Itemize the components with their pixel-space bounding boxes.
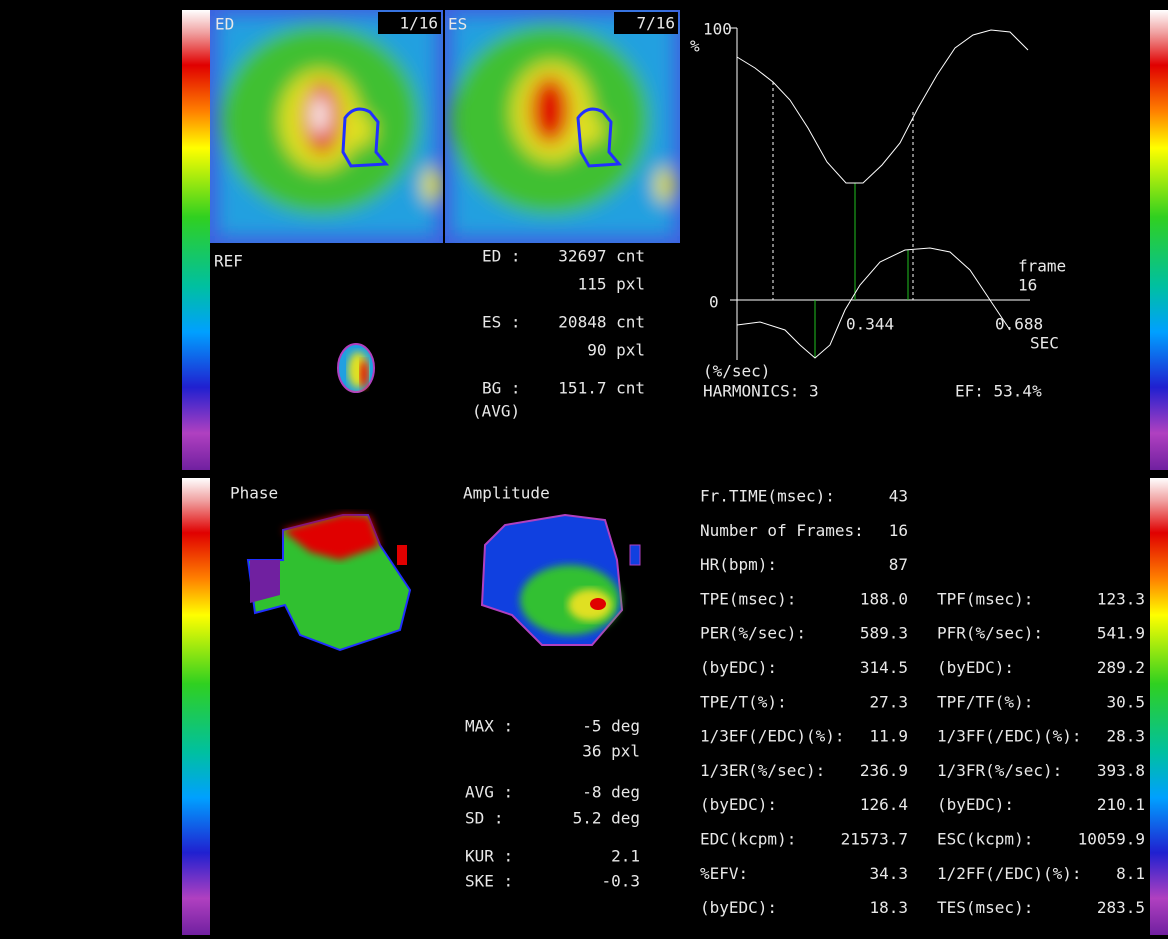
stat-label: BG :	[482, 379, 521, 398]
curve-plot	[730, 27, 1030, 360]
image-label: Amplitude	[463, 484, 550, 503]
es-image	[445, 10, 680, 243]
axis-label: 0.688	[995, 315, 1043, 334]
axis-unit: %	[690, 37, 700, 56]
param-value: 126.4	[860, 795, 908, 814]
stat-value: 2.1	[611, 847, 640, 866]
stat-label: AVG :	[465, 783, 513, 802]
stat-value: 5.2 deg	[573, 809, 640, 828]
param-value: 289.2	[1097, 658, 1145, 677]
param-value: 34.3	[869, 864, 908, 883]
param-label: TPE/T(%):	[700, 692, 787, 711]
stat-label: ED :	[482, 247, 521, 266]
frame-label: frame	[1018, 257, 1066, 276]
stat-label: MAX :	[465, 717, 513, 736]
axis-label: 0	[709, 293, 719, 312]
param-label: 1/3FR(%/sec):	[937, 761, 1062, 780]
param-value: 87	[889, 555, 908, 574]
stat-label: (AVG)	[472, 402, 520, 421]
param-value: 30.5	[1106, 692, 1145, 711]
param-label: 1/2FF(/EDC)(%):	[937, 864, 1082, 883]
param-label: PER(%/sec):	[700, 624, 806, 643]
param-label: ESC(kcpm):	[937, 830, 1033, 849]
param-value: 589.3	[860, 624, 908, 643]
stat-value: -5 deg	[582, 717, 640, 736]
param-value: 16	[889, 521, 908, 540]
param-value: 393.8	[1097, 761, 1145, 780]
param-label: %EFV:	[700, 864, 748, 883]
param-value: 188.0	[860, 589, 908, 608]
stat-value: -0.3	[601, 872, 640, 891]
frame-value: 16	[1018, 276, 1037, 295]
stat-value: 32697 cnt	[558, 247, 645, 266]
stat-value: 36 pxl	[582, 742, 640, 761]
image-label: ED	[215, 15, 234, 34]
stat-value: 151.7 cnt	[558, 379, 645, 398]
ef: EF: 53.4%	[955, 382, 1042, 401]
param-value: 10059.9	[1078, 830, 1145, 849]
axis-unit: (%/sec)	[703, 362, 770, 381]
param-label: PFR(%/sec):	[937, 624, 1043, 643]
stat-value: 115 pxl	[578, 275, 645, 294]
param-value: 27.3	[869, 692, 908, 711]
param-value: 210.1	[1097, 795, 1145, 814]
param-label: (byEDC):	[937, 795, 1014, 814]
param-value: 123.3	[1097, 589, 1145, 608]
param-label: TES(msec):	[937, 898, 1033, 917]
param-label: Number of Frames:	[700, 521, 864, 540]
param-label: (byEDC):	[937, 658, 1014, 677]
param-value: 8.1	[1116, 864, 1145, 883]
param-value: 21573.7	[841, 830, 908, 849]
phase-image	[246, 514, 412, 652]
param-label: TPE(msec):	[700, 589, 796, 608]
image-label: Phase	[230, 484, 278, 503]
param-value: 314.5	[860, 658, 908, 677]
axis-label: 100	[703, 20, 732, 39]
param-label: EDC(kcpm):	[700, 830, 796, 849]
ed-image	[210, 10, 443, 243]
color-bars	[182, 10, 1168, 935]
param-label: HR(bpm):	[700, 555, 777, 574]
frame-number: 1/16	[399, 14, 438, 33]
param-value: 283.5	[1097, 898, 1145, 917]
stat-value: 20848 cnt	[558, 313, 645, 332]
param-label: Fr.TIME(msec):	[700, 487, 835, 506]
image-label: ES	[448, 15, 467, 34]
stat-label: KUR :	[465, 847, 513, 866]
param-label: (byEDC):	[700, 898, 777, 917]
param-value: 18.3	[869, 898, 908, 917]
frame-number: 7/16	[636, 14, 675, 33]
amplitude-image	[480, 513, 641, 646]
param-label: 1/3EF(/EDC)(%):	[700, 727, 845, 746]
stat-value: -8 deg	[582, 783, 640, 802]
axis-unit: SEC	[1030, 334, 1059, 353]
stat-label: SD :	[465, 809, 504, 828]
param-label: TPF(msec):	[937, 589, 1033, 608]
param-label: 1/3FF(/EDC)(%):	[937, 727, 1082, 746]
param-label: (byEDC):	[700, 795, 777, 814]
param-value: 541.9	[1097, 624, 1145, 643]
axis-label: 0.344	[846, 315, 894, 334]
param-value: 11.9	[869, 727, 908, 746]
param-label: 1/3ER(%/sec):	[700, 761, 825, 780]
param-label: TPF/TF(%):	[937, 692, 1033, 711]
ref-image	[337, 343, 375, 393]
param-label: (byEDC):	[700, 658, 777, 677]
param-value: 236.9	[860, 761, 908, 780]
stat-label: SKE :	[465, 872, 513, 891]
image-label: REF	[214, 252, 243, 271]
harmonics: HARMONICS: 3	[703, 382, 819, 401]
param-value: 43	[889, 487, 908, 506]
param-value: 28.3	[1106, 727, 1145, 746]
stat-label: ES :	[482, 313, 521, 332]
stat-value: 90 pxl	[587, 341, 645, 360]
